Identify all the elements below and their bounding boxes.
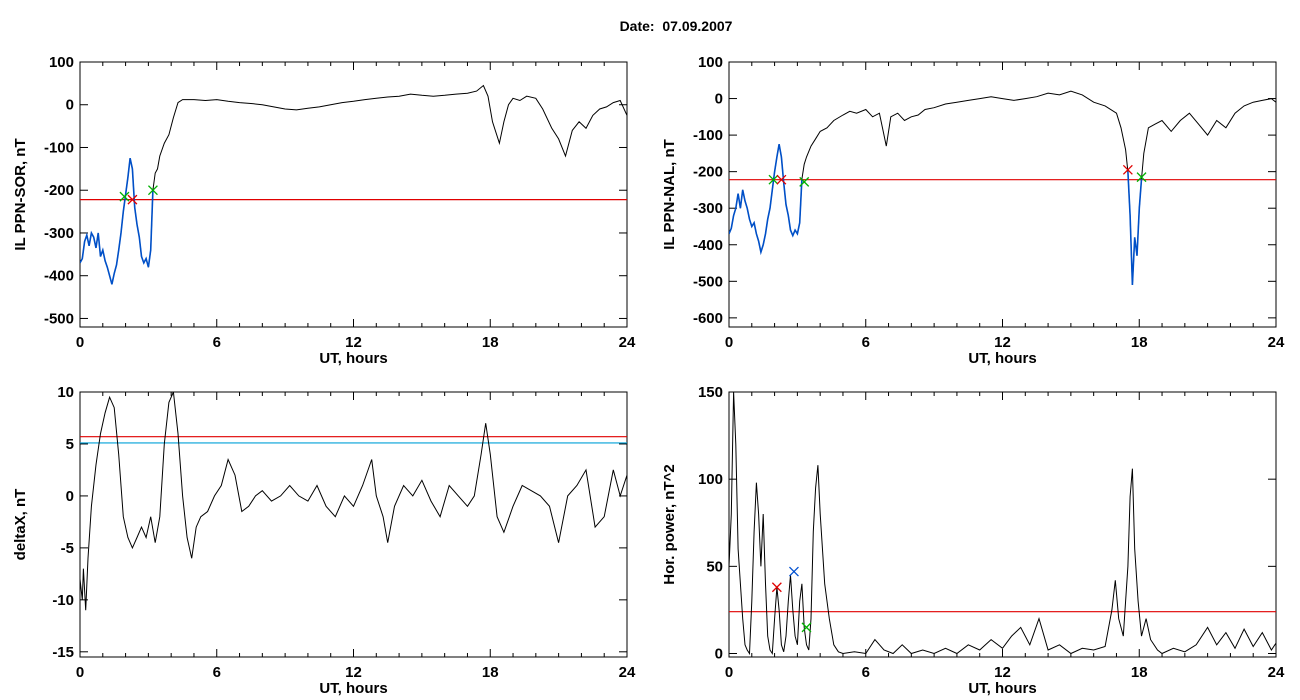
y-tick-label: -100 [693, 127, 723, 144]
x-tick-label: 18 [1131, 334, 1148, 351]
x-axis-label: UT, hours [968, 680, 1036, 697]
x-tick-label: 12 [994, 664, 1011, 681]
series-line [80, 392, 627, 611]
x-tick-label: 0 [725, 664, 733, 681]
chart-panel-ppn-nal: 0 6 12 18 24 100 0 -100 -200 -300 -400 -500 -600 UT, … [661, 54, 1285, 367]
highlight-segment [729, 144, 803, 256]
marker-stroke [788, 566, 799, 577]
y-tick-label: 0 [66, 97, 74, 114]
marker-stroke [771, 582, 782, 593]
x-tick-label: 6 [213, 334, 221, 351]
x-tick-label: 6 [213, 664, 221, 681]
y-tick-label: 50 [706, 558, 723, 575]
marker-stroke [799, 176, 810, 187]
x-tick-label: 18 [1131, 664, 1148, 681]
x-tick-label: 12 [345, 664, 362, 681]
date-value: 07.09.2007 [662, 18, 733, 34]
y-tick-label: 5 [66, 436, 74, 453]
chart-panel-ppn-sor: 0 6 12 18 24 100 0 -100 -200 -300 -400 -500 UT, hour… [12, 54, 636, 367]
chart-panel-hor-power: 0 6 12 18 24 150 100 50 0 UT, hours Hor. power, nT… [661, 384, 1285, 697]
marker-stroke [801, 622, 812, 633]
y-tick-label: 100 [698, 54, 723, 71]
y-tick-label: 0 [715, 91, 723, 108]
x-tick-label: 24 [1268, 334, 1285, 351]
event-marker [119, 191, 130, 202]
x-tick-label: 18 [482, 664, 499, 681]
event-marker [788, 566, 799, 577]
x-tick-label: 24 [619, 664, 636, 681]
y-axis-label: Hor. power, nT^2 [661, 464, 678, 584]
date-label: Date: [619, 18, 655, 34]
x-tick-label: 24 [1268, 664, 1285, 681]
y-tick-label: -500 [693, 273, 723, 290]
y-tick-label: 0 [715, 646, 723, 663]
y-tick-label: -15 [52, 644, 74, 661]
series-line [729, 392, 1276, 656]
y-tick-label: 100 [698, 471, 723, 488]
x-tick-label: 0 [76, 664, 84, 681]
y-tick-label: -500 [44, 310, 74, 327]
x-tick-label: 18 [482, 334, 499, 351]
y-tick-label: -200 [693, 164, 723, 181]
chart-panel-deltax: 0 6 12 18 24 10 5 0 -5 -10 -15 UT, hours deltaX, nT [12, 384, 636, 697]
figure-title: Date: 07.09.2007 [0, 18, 1300, 34]
y-tick-label: -100 [44, 139, 74, 156]
y-tick-label: 10 [57, 384, 74, 401]
x-tick-label: 12 [994, 334, 1011, 351]
y-tick-label: 100 [49, 54, 74, 71]
y-tick-label: -200 [44, 182, 74, 199]
x-tick-label: 6 [862, 664, 870, 681]
marker-stroke [127, 194, 138, 205]
y-tick-label: -600 [693, 310, 723, 327]
x-tick-label: 0 [725, 334, 733, 351]
event-marker [771, 582, 782, 593]
marker-stroke [1136, 172, 1147, 183]
y-tick-label: -400 [693, 237, 723, 254]
y-tick-label: 150 [698, 384, 723, 401]
x-axis-label: UT, hours [319, 680, 387, 697]
event-marker [801, 622, 812, 633]
plot-frame [79, 391, 628, 658]
y-axis-label: deltaX, nT [12, 489, 29, 561]
y-tick-label: -400 [44, 268, 74, 285]
highlight-segment [80, 158, 154, 285]
marker-stroke [147, 185, 158, 196]
marker-stroke [768, 174, 779, 185]
y-tick-label: -5 [61, 540, 74, 557]
x-tick-label: 6 [862, 334, 870, 351]
x-tick-label: 12 [345, 334, 362, 351]
marker-stroke [1122, 164, 1133, 175]
event-marker [799, 176, 810, 187]
x-tick-label: 0 [76, 334, 84, 351]
y-tick-label: 0 [66, 488, 74, 505]
x-tick-label: 24 [619, 334, 636, 351]
event-marker [147, 185, 158, 196]
highlight-segment [1127, 171, 1143, 286]
event-marker [768, 174, 779, 185]
plot-frame [728, 61, 1277, 328]
y-axis-label: IL PPN-SOR, nT [12, 138, 29, 250]
y-tick-label: -10 [52, 592, 74, 609]
x-axis-label: UT, hours [319, 350, 387, 367]
series-line [729, 90, 1276, 286]
event-marker [776, 174, 787, 185]
y-tick-label: -300 [44, 225, 74, 242]
x-axis-label: UT, hours [968, 350, 1036, 367]
y-tick-label: -300 [693, 200, 723, 217]
event-marker [1136, 172, 1147, 183]
marker-stroke [119, 191, 130, 202]
marker-stroke [776, 174, 787, 185]
series-line [80, 84, 627, 285]
event-marker [1122, 164, 1133, 175]
event-marker [127, 194, 138, 205]
y-axis-label: IL PPN-NAL, nT [661, 139, 678, 250]
